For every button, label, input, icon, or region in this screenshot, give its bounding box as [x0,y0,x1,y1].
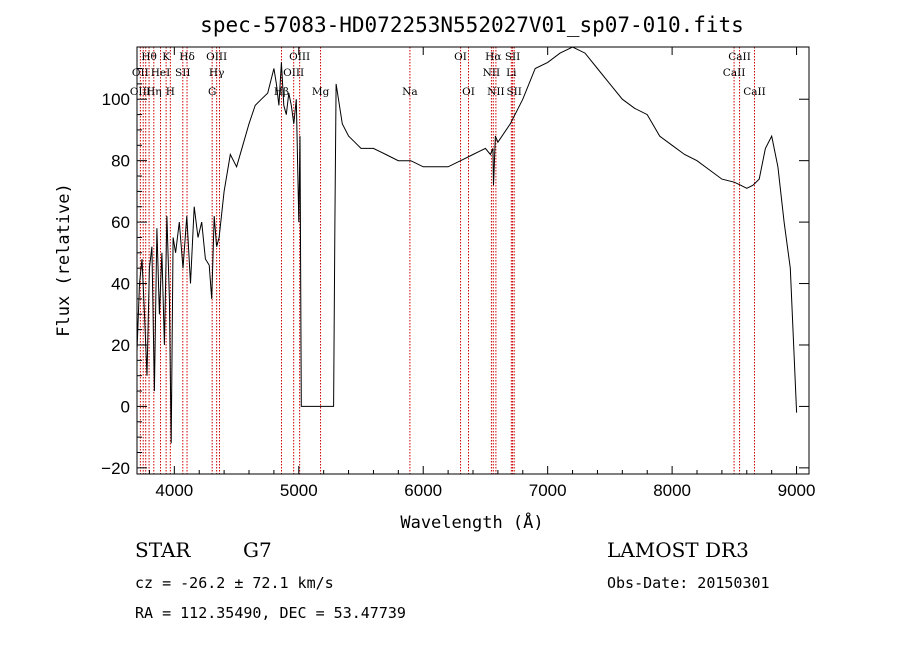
coordinates: RA = 112.35490, DEC = 53.47739 [135,604,406,622]
y-tick-label--20: −20 [101,459,130,478]
line-label-r2-1: HeI [151,67,171,79]
line-label-r3-1: Hη [146,86,161,98]
line-label-r2-2: SII [175,67,191,79]
observation-date: Obs-Date: 20150301 [607,574,770,592]
survey-name: LAMOST DR3 [607,538,749,562]
x-tick-label-6000: 6000 [404,481,442,500]
line-label-r3-8: NII [487,86,504,98]
line-label-r1-3: OIII [206,51,227,63]
line-label-r3-2: H [166,86,175,98]
line-label-r1-0: Hθ [141,51,156,63]
subclass: G7 [243,538,272,562]
x-tick-label-7000: 7000 [529,481,567,500]
line-label-r3-4: Hβ [274,86,289,98]
y-axis-label: Flux (relative) [54,183,74,337]
x-tick-label-8000: 8000 [653,481,691,500]
line-label-r1-6: Hα [485,51,501,63]
x-tick-label-4000: 4000 [155,481,193,500]
y-tick-label-80: 80 [111,152,130,171]
object-class: STAR [135,538,191,562]
x-axis-ticks: 4000 5000 6000 7000 8000 9000 [148,47,816,500]
line-label-r2-7: CaII [723,67,746,79]
line-label-r3-3: G [208,86,216,98]
line-label-r1-1: K [162,51,170,63]
line-label-r3-6: Na [402,86,417,98]
line-label-r2-0: OII [132,67,149,79]
chart-title: spec-57083-HD072253N552027V01_sp07-010.f… [200,13,744,37]
y-tick-label-100: 100 [102,90,130,109]
y-tick-label-40: 40 [111,275,130,294]
line-label-r3-7: OI [462,86,475,98]
line-label-r3-0: OIII [130,86,151,98]
line-label-r2-3: Hγ [209,67,224,79]
y-axis-ticks: −20 0 20 40 60 80 100 [101,68,809,478]
x-axis-label: Wavelength (Å) [400,511,543,533]
line-label-r2-6: Li [506,67,517,79]
line-labels: Hθ K Hδ OIII OIII OI Hα SII CaII OII HeI SII Hγ OIII N… [130,51,766,98]
line-label-r3-9: SII [506,86,522,98]
line-label-r1-4: OIII [289,51,310,63]
line-label-r3-10: CaII [743,86,766,98]
line-label-r1-2: Hδ [179,51,194,63]
y-tick-label-60: 60 [111,213,130,232]
plot-frame [136,46,810,475]
line-label-r2-5: NII [483,67,500,79]
line-label-r1-7: SII [505,51,521,63]
line-label-r2-4: OIII [283,67,304,79]
line-label-r1-5: OI [454,51,467,63]
x-tick-label-5000: 5000 [280,481,318,500]
line-label-r1-8: CaII [728,51,751,63]
line-label-r3-5: Mg [312,86,330,98]
line-markers [139,47,755,474]
spectrum-line [136,46,798,444]
y-tick-label-0: 0 [121,397,130,416]
x-tick-label-9000: 9000 [778,481,816,500]
y-tick-label-20: 20 [111,336,130,355]
redshift-velocity: cz = -26.2 ± 72.1 km/s [135,574,334,592]
